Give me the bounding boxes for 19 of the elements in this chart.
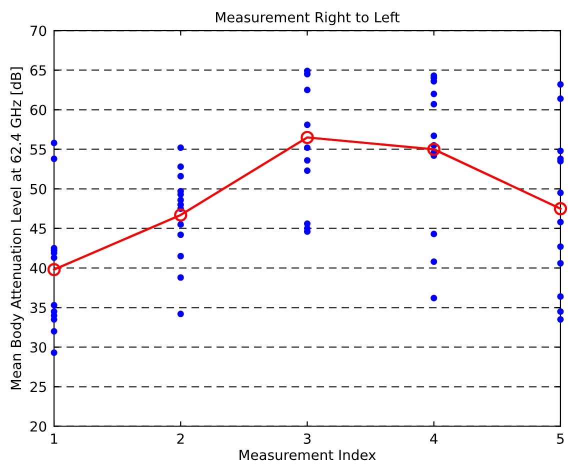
y-tick-label: 25 (30, 382, 46, 392)
y-axis-title: Mean Body Attenuation Level at 62.4 GHz [dB] (10, 67, 24, 390)
y-tick-label: 70 (30, 26, 46, 36)
x-tick-label: 4 (430, 434, 438, 444)
y-tick-label: 40 (30, 262, 46, 274)
x-tick-label: 5 (557, 434, 564, 444)
y-tick-label: 45 (30, 224, 46, 234)
y-tick-label: 20 (30, 421, 46, 432)
y-tick-label: 60 (30, 104, 46, 116)
y-tick-label: 30 (30, 342, 46, 353)
x-tick-label: 3 (304, 433, 311, 444)
x-tick-label: 2 (177, 433, 184, 444)
x-axis-title: Measurement Index (240, 449, 376, 460)
y-tick-label: 35 (30, 302, 46, 314)
y-tick-label: 55 (30, 144, 46, 155)
y-tick-label: 50 (30, 184, 46, 194)
chart-title: Measurement Right to Left (216, 12, 400, 26)
y-tick-label: 65 (30, 65, 46, 76)
x-tick-label: 1 (51, 434, 58, 444)
